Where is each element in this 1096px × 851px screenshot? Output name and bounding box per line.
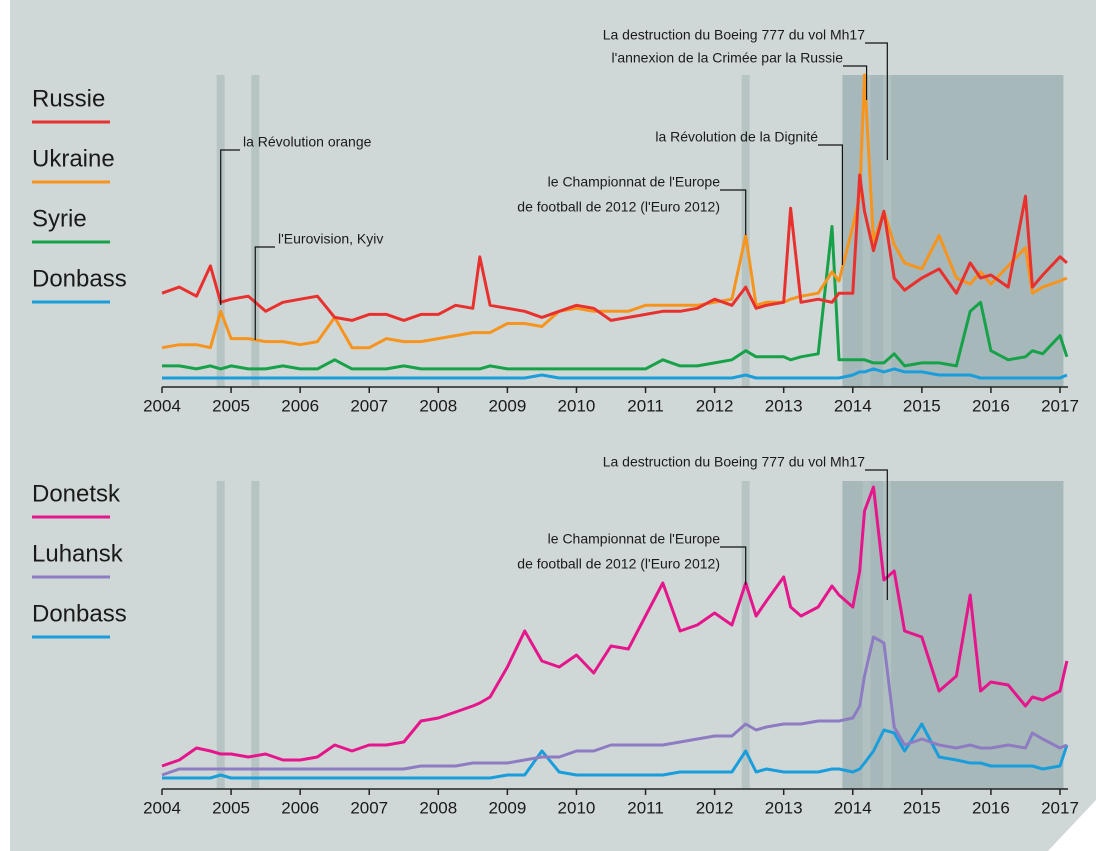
- event-band: [862, 481, 871, 789]
- annotation: la Révolution orange: [243, 134, 372, 150]
- x-tick-label: 2011: [627, 798, 664, 817]
- annotation: le Championnat de l'Europe: [548, 531, 721, 547]
- annotation: de football de 2012 (l'Euro 2012): [517, 556, 720, 572]
- x-tick-label: 2014: [834, 798, 872, 817]
- annotation-leader: [254, 246, 275, 340]
- x-tick-label: 2014: [834, 396, 872, 415]
- x-tick-label: 2008: [419, 396, 457, 415]
- series-line: [161, 485, 1069, 768]
- event-band: [251, 75, 260, 387]
- series-line: [161, 173, 1068, 322]
- x-tick-label: 2015: [903, 396, 941, 415]
- annotation-leader: [818, 144, 844, 265]
- annotation: La destruction du Boeing 777 du vol Mh17: [603, 27, 866, 43]
- series-line: [162, 225, 1069, 371]
- x-tick-label: 2004: [143, 396, 181, 415]
- x-tick-label: 2008: [419, 798, 457, 817]
- annotation: l'Eurovision, Kyiv: [278, 231, 383, 247]
- x-tick-label: 2011: [627, 396, 664, 415]
- event-band: [216, 481, 225, 789]
- x-tick-label: 2006: [281, 798, 319, 817]
- x-tick-label: 2007: [350, 396, 388, 415]
- legend-label: Russie: [32, 85, 105, 112]
- legend-label: Donbass: [32, 600, 127, 627]
- annotation: La destruction du Boeing 777 du vol Mh17: [603, 454, 866, 470]
- legend-label: Luhansk: [32, 540, 124, 567]
- x-tick-label: 2016: [972, 396, 1010, 415]
- series-line: [162, 367, 1068, 380]
- x-tick-label: 2010: [558, 798, 596, 817]
- annotation-leader: [720, 189, 747, 235]
- x-tick-label: 2009: [488, 798, 526, 817]
- annotation-leader: [220, 149, 240, 305]
- x-tick-label: 2012: [696, 798, 734, 817]
- event-band: [251, 481, 260, 789]
- annotation: la Révolution de la Dignité: [655, 129, 818, 145]
- event-band: [883, 481, 892, 789]
- series-line: [161, 635, 1068, 777]
- x-tick-label: 2007: [350, 798, 388, 817]
- x-tick-label: 2010: [558, 396, 596, 415]
- x-tick-label: 2013: [765, 798, 803, 817]
- x-tick-label: 2006: [281, 396, 319, 415]
- legend-label: Donetsk: [32, 480, 121, 507]
- annotation-leader: [843, 65, 868, 100]
- x-tick-label: 2015: [903, 798, 941, 817]
- background: [10, 0, 1096, 851]
- x-tick-label: 2013: [765, 396, 803, 415]
- x-tick-label: 2005: [212, 396, 250, 415]
- x-tick-label: 2005: [212, 798, 250, 817]
- annotation-leader: [865, 469, 888, 600]
- annotation-leader: [720, 546, 747, 585]
- annotation: le Championnat de l'Europe: [548, 174, 721, 190]
- shaded-period: [842, 481, 1064, 789]
- x-tick-label: 2017: [1041, 798, 1079, 817]
- legend-label: Donbass: [32, 265, 127, 292]
- x-tick-label: 2009: [488, 396, 526, 415]
- x-tick-label: 2012: [696, 396, 734, 415]
- series-line: [161, 73, 1068, 350]
- x-tick-label: 2004: [143, 798, 181, 817]
- annotation: l'annexion de la Crimée par la Russie: [612, 50, 844, 66]
- x-tick-label: 2016: [972, 798, 1010, 817]
- legend-label: Ukraine: [32, 145, 115, 172]
- annotation-leader: [865, 42, 888, 160]
- event-band: [741, 481, 750, 789]
- legend-label: Syrie: [32, 205, 87, 232]
- x-tick-label: 2017: [1041, 396, 1079, 415]
- shaded-period: [842, 75, 1064, 387]
- annotation: de football de 2012 (l'Euro 2012): [517, 199, 720, 215]
- event-band: [862, 75, 871, 387]
